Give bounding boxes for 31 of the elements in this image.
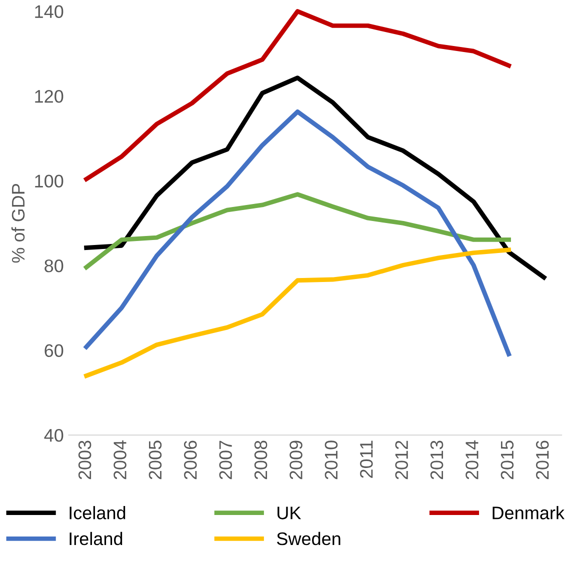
y-tick-label: 60 <box>44 344 64 358</box>
legend-label: Denmark <box>492 506 565 520</box>
y-axis-title: % of GDP <box>11 184 25 263</box>
x-tick-label: 2003 <box>78 440 92 480</box>
line-series <box>84 192 511 270</box>
x-tick-label: 2005 <box>148 440 162 480</box>
x-tick-label: 2011 <box>360 440 373 478</box>
y-tick-label: 120 <box>35 90 64 103</box>
y-tick-label: 100 <box>35 174 64 188</box>
line-series <box>84 9 511 182</box>
legend-label: Sweden <box>276 532 340 546</box>
x-tick-label: 2009 <box>290 440 302 480</box>
line-series <box>84 76 546 280</box>
x-tick-label: 2010 <box>324 440 338 480</box>
x-tick-label: 2007 <box>219 440 232 480</box>
x-tick-label: 2012 <box>395 440 408 480</box>
line-series <box>84 248 511 378</box>
x-tick-label: 2015 <box>500 440 514 480</box>
x-tick-label: 2016 <box>536 440 549 480</box>
legend-label: Ireland <box>70 532 122 546</box>
x-tick-label: 2013 <box>430 440 444 480</box>
legend-label: UK <box>278 506 302 520</box>
x-tick-label: 2008 <box>254 440 268 480</box>
x-tick-label: 2004 <box>114 440 126 480</box>
x-tick-label: 2006 <box>184 440 197 480</box>
x-tick-label: 2014 <box>466 440 478 480</box>
y-tick-label: 40 <box>44 428 64 442</box>
y-tick-label: 80 <box>44 259 64 272</box>
legend-label: Iceland <box>70 506 126 520</box>
line-series <box>84 110 511 356</box>
y-tick-label: 140 <box>35 5 64 18</box>
